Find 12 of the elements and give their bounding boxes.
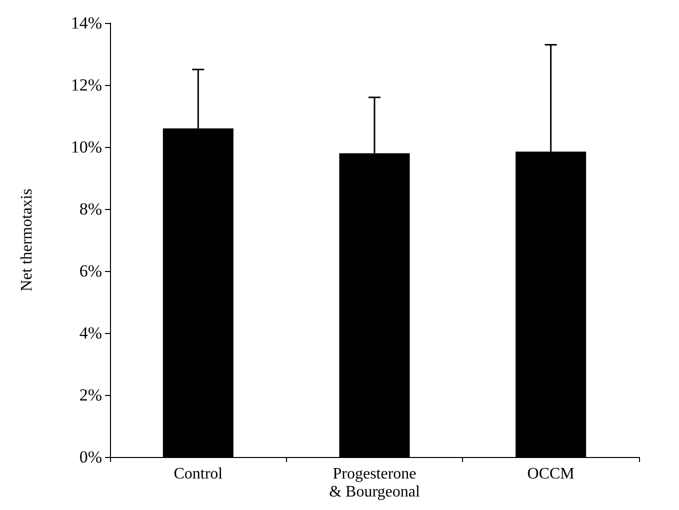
x-tick-label: Progesterone & Bourgeonal xyxy=(329,466,420,500)
y-tick-label: 14% xyxy=(70,14,102,32)
y-tick-label: 12% xyxy=(70,76,102,94)
x-tick-label: OCCM xyxy=(527,466,574,482)
y-tick-label: 0% xyxy=(79,448,102,466)
x-tick-label: Control xyxy=(174,466,224,482)
y-tick-label: 6% xyxy=(79,262,102,280)
y-tick-label: 4% xyxy=(79,324,102,342)
y-tick-label: 8% xyxy=(79,200,102,218)
y-tick-label: 10% xyxy=(70,138,102,156)
y-axis-title: Net thermotaxis xyxy=(18,188,36,292)
y-tick-label: 2% xyxy=(79,386,102,404)
